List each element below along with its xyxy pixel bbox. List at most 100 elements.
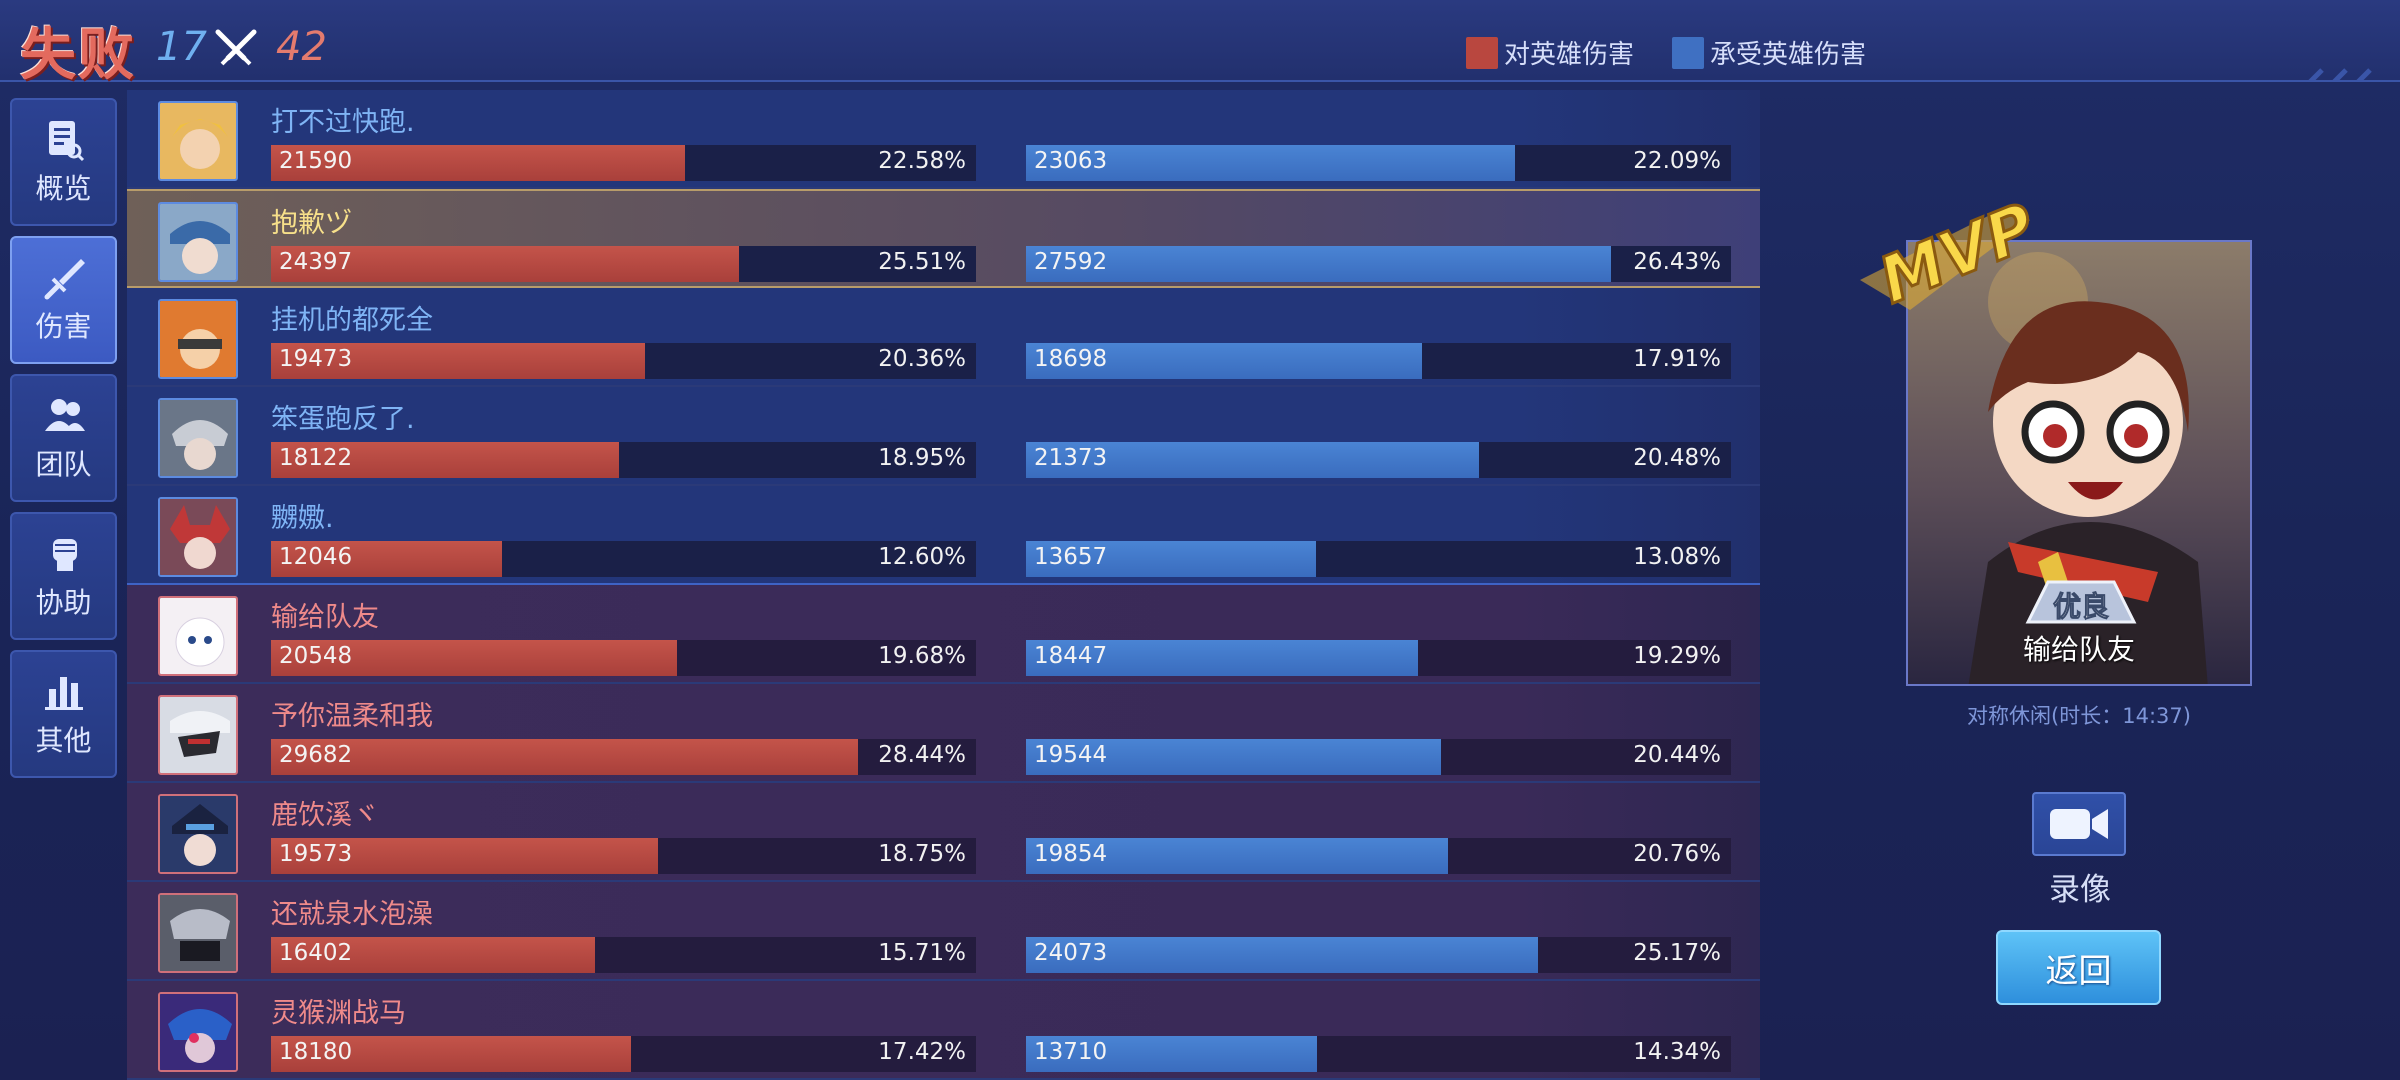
- damage-dealt-bar: 29682 28.44%: [271, 739, 976, 775]
- player-row[interactable]: 挂机的都死全 19473 20.36% 18698 17.91%: [127, 288, 1760, 387]
- damage-dealt-fill: [271, 541, 503, 577]
- damage-dealt-bar: 21590 22.58%: [271, 145, 976, 181]
- damage-dealt-value: 20548: [279, 643, 353, 669]
- hero-avatar: [158, 893, 238, 973]
- video-camera-icon: [2050, 809, 2108, 839]
- damage-taken-bar: 18698 17.91%: [1026, 343, 1731, 379]
- damage-dealt-percent: 18.95%: [878, 445, 966, 471]
- damage-dealt-percent: 20.36%: [878, 346, 966, 372]
- damage-taken-fill: [1026, 640, 1419, 676]
- match-result: 失败: [20, 22, 136, 88]
- hero-avatar: [158, 497, 238, 577]
- damage-taken-fill: [1026, 343, 1423, 379]
- damage-dealt-fill: [271, 838, 659, 874]
- rating-badge-text: 优良: [2053, 590, 2109, 623]
- hero-avatar: [158, 596, 238, 676]
- damage-taken-value: 19854: [1034, 841, 1108, 867]
- player-name: 嬲嫐.: [271, 503, 334, 534]
- hero-avatar: [158, 794, 238, 874]
- player-name: 输给队友: [271, 602, 379, 633]
- mvp-badge-icon: MVP: [1860, 190, 2040, 320]
- damage-taken-fill: [1026, 541, 1316, 577]
- player-row[interactable]: 输给队友 20548 19.68% 18447 19.29%: [127, 585, 1760, 684]
- damage-dealt-fill: [271, 1036, 631, 1072]
- damage-taken-percent: 17.91%: [1633, 346, 1721, 372]
- match-mode-duration: 对称休闲(时长：14:37): [1967, 704, 2191, 728]
- player-row[interactable]: 鹿饮溪ヾ 19573 18.75% 19854 20.76%: [127, 783, 1760, 882]
- nav-tab-damage[interactable]: 伤害: [10, 236, 117, 364]
- player-name: 予你温柔和我: [271, 701, 433, 732]
- damage-taken-percent: 22.09%: [1633, 148, 1721, 174]
- player-row[interactable]: 予你温柔和我 29682 28.44% 19544 20.44%: [127, 684, 1760, 783]
- player-row[interactable]: 嬲嫐. 12046 12.60% 13657 13.08%: [127, 486, 1760, 586]
- damage-dealt-percent: 28.44%: [878, 742, 966, 768]
- damage-taken-bar: 13657 13.08%: [1026, 541, 1731, 577]
- replay-button[interactable]: [2032, 792, 2126, 856]
- player-name: 灵猴渊战马: [271, 998, 406, 1029]
- mvp-badge-text: MVP: [1870, 190, 2040, 319]
- damage-taken-bar: 18447 19.29%: [1026, 640, 1731, 676]
- damage-dealt-percent: 22.58%: [878, 148, 966, 174]
- player-row-self[interactable]: 抱歉ヅ 24397 25.51% 27592 26.43%: [127, 189, 1760, 288]
- legend-swatch-blue: [1672, 36, 1704, 69]
- player-row[interactable]: 笨蛋跑反了. 18122 18.95% 21373 20.48%: [127, 387, 1760, 486]
- player-row[interactable]: 还就泉水泡澡 16402 15.71% 24073 25.17%: [127, 882, 1760, 981]
- legend-label-taken: 承受英雄伤害: [1710, 40, 1867, 70]
- back-button[interactable]: 返回: [1996, 930, 2161, 1005]
- damage-taken-bar: 24073 25.17%: [1026, 937, 1731, 973]
- damage-dealt-percent: 15.71%: [878, 940, 966, 966]
- replay-label[interactable]: 录像: [2049, 872, 2111, 908]
- player-name: 抱歉ヅ: [271, 208, 352, 239]
- team-icon: [44, 399, 85, 431]
- damage-dealt-bar: 19473 20.36%: [271, 343, 976, 379]
- nav-label-overview: 概览: [35, 172, 92, 205]
- nav-tab-team[interactable]: 团队: [10, 374, 117, 502]
- damage-taken-fill: [1026, 739, 1442, 775]
- player-name: 鹿饮溪ヾ: [271, 800, 379, 831]
- nav-label-other: 其他: [35, 724, 92, 757]
- legend-label-dealt: 对英雄伤害: [1504, 40, 1635, 70]
- damage-dealt-value: 12046: [279, 544, 353, 570]
- player-name: 还就泉水泡澡: [271, 899, 433, 930]
- damage-taken-value: 27592: [1034, 249, 1108, 275]
- damage-taken-percent: 25.17%: [1633, 940, 1721, 966]
- damage-dealt-fill: [271, 937, 596, 973]
- hero-avatar: [158, 695, 238, 775]
- red-team-kills: 42: [276, 24, 327, 70]
- damage-dealt-value: 24397: [279, 249, 353, 275]
- damage-dealt-value: 16402: [279, 940, 353, 966]
- damage-dealt-fill: [271, 246, 740, 282]
- nav-label-assist: 协助: [35, 586, 92, 619]
- hero-avatar: [158, 398, 238, 478]
- damage-taken-value: 18447: [1034, 643, 1108, 669]
- damage-dealt-value: 18122: [279, 445, 353, 471]
- player-name: 挂机的都死全: [271, 305, 433, 336]
- damage-dealt-percent: 19.68%: [878, 643, 966, 669]
- damage-taken-bar: 19854 20.76%: [1026, 838, 1731, 874]
- mvp-card[interactable]: 优良 输给队友: [1906, 240, 2252, 686]
- damage-dealt-value: 19473: [279, 346, 353, 372]
- blue-team-kills: 17: [156, 24, 207, 70]
- damage-dealt-bar: 16402 15.71%: [271, 937, 976, 973]
- damage-taken-fill: [1026, 1036, 1318, 1072]
- legend-damage-taken: 承受英雄伤害: [1672, 34, 1866, 71]
- hero-avatar: [158, 101, 238, 181]
- player-row[interactable]: 灵猴渊战马 18180 17.42% 13710 14.34%: [127, 981, 1760, 1080]
- mvp-player-name: 输给队友: [2022, 633, 2135, 666]
- player-row[interactable]: 打不过快跑. 21590 22.58% 23063 22.09%: [127, 90, 1760, 189]
- damage-taken-fill: [1026, 145, 1515, 181]
- nav-tab-assist[interactable]: 协助: [10, 512, 117, 640]
- player-name: 打不过快跑.: [271, 107, 415, 138]
- nav-tab-other[interactable]: 其他: [10, 650, 117, 778]
- damage-taken-value: 18698: [1034, 346, 1108, 372]
- damage-taken-percent: 14.34%: [1633, 1039, 1721, 1065]
- damage-taken-value: 21373: [1034, 445, 1108, 471]
- nav-tab-overview[interactable]: 概览: [10, 98, 117, 226]
- damage-taken-percent: 13.08%: [1633, 544, 1721, 570]
- hero-avatar: [158, 202, 238, 282]
- damage-taken-value: 13710: [1034, 1039, 1108, 1065]
- damage-taken-fill: [1026, 442, 1480, 478]
- damage-taken-fill: [1026, 838, 1448, 874]
- damage-dealt-bar: 20548 19.68%: [271, 640, 976, 676]
- damage-dealt-value: 21590: [279, 148, 353, 174]
